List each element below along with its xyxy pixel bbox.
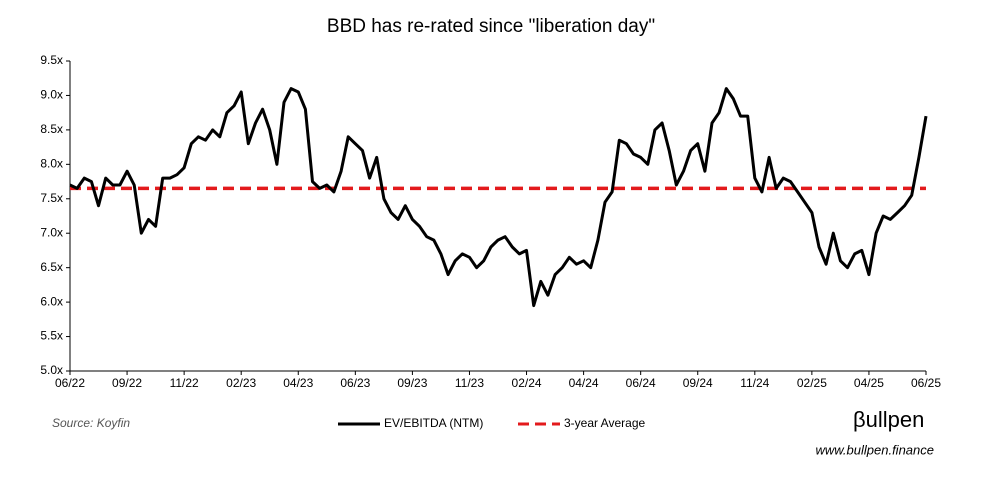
y-tick-label: 5.5x <box>40 329 63 343</box>
y-tick-label: 5.0x <box>40 363 63 377</box>
chart-title: BBD has re-rated since "liberation day" <box>327 16 655 37</box>
x-tick-label: 04/23 <box>283 376 313 390</box>
x-tick-label: 09/22 <box>112 376 142 390</box>
x-tick-label: 11/23 <box>455 376 484 390</box>
x-tick-label: 11/24 <box>740 376 769 390</box>
series-line <box>69 87 928 308</box>
x-tick-label: 06/23 <box>340 376 370 390</box>
y-tick-label: 6.5x <box>40 260 63 274</box>
website: www.bullpen.finance <box>815 442 934 457</box>
x-tick-label: 02/23 <box>226 376 256 390</box>
x-tick-label: 06/24 <box>626 376 656 390</box>
source: Source: Koyfin <box>52 416 130 430</box>
y-tick-label: 8.5x <box>40 122 63 136</box>
y-tick-label: 9.0x <box>40 88 63 102</box>
x-tick-label: 09/23 <box>397 376 427 390</box>
x-tick-label: 04/24 <box>569 376 599 390</box>
y-tick-label: 9.5x <box>40 53 63 67</box>
y-tick-label: 7.0x <box>40 225 63 239</box>
x-tick-label: 02/25 <box>797 376 827 390</box>
y-tick-label: 8.0x <box>40 157 63 171</box>
x-tick-label: 04/25 <box>854 376 884 390</box>
x-tick-label: 02/24 <box>512 376 542 390</box>
y-tick-label: 7.5x <box>40 191 63 205</box>
legend-label: 3-year Average <box>564 416 645 430</box>
x-tick-label: 06/22 <box>55 376 85 390</box>
y-tick-label: 6.0x <box>40 294 63 308</box>
legend-label: EV/EBITDA (NTM) <box>384 416 483 430</box>
brand: βullpen <box>853 407 924 432</box>
x-tick-label: 11/22 <box>170 376 199 390</box>
x-tick-label: 06/25 <box>911 376 941 390</box>
x-tick-label: 09/24 <box>683 376 713 390</box>
